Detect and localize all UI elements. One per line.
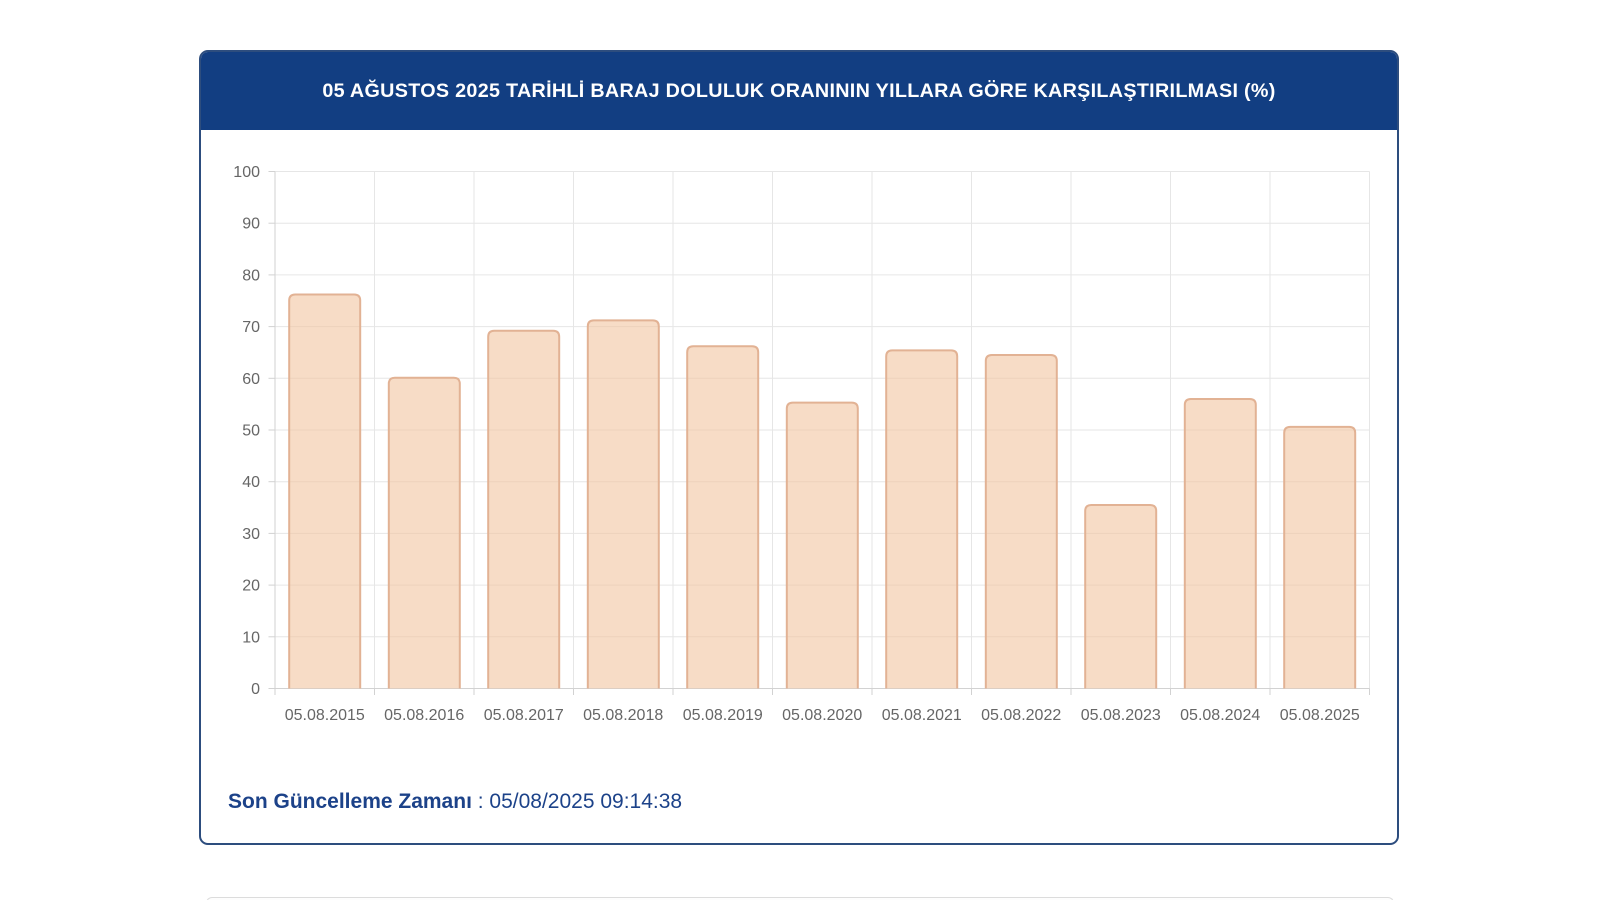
svg-text:05.08.2024: 05.08.2024: [1180, 707, 1260, 724]
svg-text:60: 60: [242, 371, 260, 388]
svg-text:100: 100: [233, 164, 260, 181]
svg-text:05.08.2022: 05.08.2022: [981, 707, 1061, 724]
svg-text:80: 80: [242, 267, 260, 284]
svg-text:05.08.2020: 05.08.2020: [782, 707, 862, 724]
svg-text:20: 20: [242, 578, 260, 595]
svg-text:0: 0: [251, 681, 260, 698]
svg-text:05.08.2023: 05.08.2023: [1081, 707, 1161, 724]
svg-text:05.08.2018: 05.08.2018: [583, 707, 663, 724]
svg-text:05.08.2019: 05.08.2019: [683, 707, 763, 724]
svg-text:05.08.2016: 05.08.2016: [384, 707, 464, 724]
svg-text:70: 70: [242, 319, 260, 336]
svg-text:30: 30: [242, 526, 260, 543]
svg-text:40: 40: [242, 474, 260, 491]
svg-text:05.08.2015: 05.08.2015: [285, 707, 365, 724]
svg-text:10: 10: [242, 629, 260, 646]
svg-text:05.08.2021: 05.08.2021: [882, 707, 962, 724]
svg-text:90: 90: [242, 216, 260, 233]
svg-text:05.08.2017: 05.08.2017: [484, 707, 564, 724]
svg-text:50: 50: [242, 423, 260, 440]
svg-text:05.08.2025: 05.08.2025: [1280, 707, 1360, 724]
